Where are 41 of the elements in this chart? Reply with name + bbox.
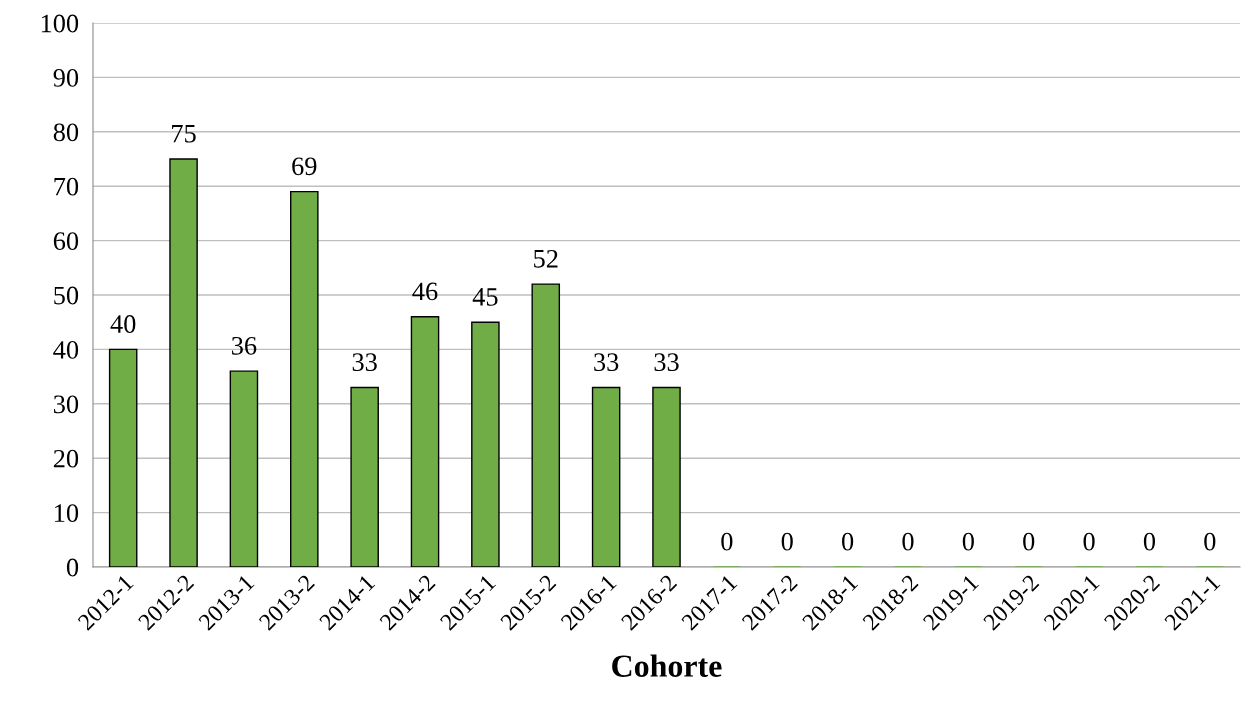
y-tick-label: 30 <box>53 395 79 414</box>
y-tick-label: 70 <box>54 177 79 196</box>
y-tick-label: 80 <box>53 123 79 142</box>
bar <box>531 283 561 567</box>
data-label: 0 <box>1143 532 1156 551</box>
data-label: 0 <box>962 532 974 551</box>
bar <box>591 386 621 567</box>
data-label: 33 <box>352 353 377 372</box>
y-tick-label: 10 <box>55 504 79 523</box>
y-tick-label: 100 <box>41 14 79 33</box>
data-label: 36 <box>231 336 257 355</box>
data-label: 0 <box>781 532 793 551</box>
y-tick-label: 20 <box>53 449 79 468</box>
data-label: 69 <box>292 157 317 176</box>
bar <box>229 370 259 567</box>
bar <box>652 386 681 567</box>
y-tick-label: 40 <box>53 341 79 359</box>
data-label: 0 <box>902 532 914 551</box>
y-tick-label: 60 <box>53 232 79 251</box>
data-label: 40 <box>110 315 136 333</box>
data-label: 0 <box>1083 532 1095 551</box>
bar <box>169 158 198 567</box>
x-axis-title: Cohorte <box>612 654 722 677</box>
data-label: 33 <box>594 353 619 372</box>
y-tick-label: 50 <box>54 286 79 305</box>
y-tick-label: 0 <box>66 558 79 577</box>
data-label: 33 <box>654 353 679 372</box>
bar <box>471 321 500 567</box>
bar <box>350 386 379 567</box>
y-tick-label: 90 <box>53 69 79 87</box>
data-label: 75 <box>172 124 196 143</box>
data-label: 52 <box>534 249 558 268</box>
data-label: 0 <box>842 532 854 551</box>
bar <box>290 190 319 567</box>
bar <box>108 348 138 567</box>
bar <box>410 316 440 567</box>
data-label: 46 <box>412 282 438 301</box>
data-label: 0 <box>721 532 733 551</box>
data-label: 0 <box>1204 532 1216 551</box>
data-label: 45 <box>472 288 498 306</box>
data-label: 0 <box>1023 532 1035 551</box>
